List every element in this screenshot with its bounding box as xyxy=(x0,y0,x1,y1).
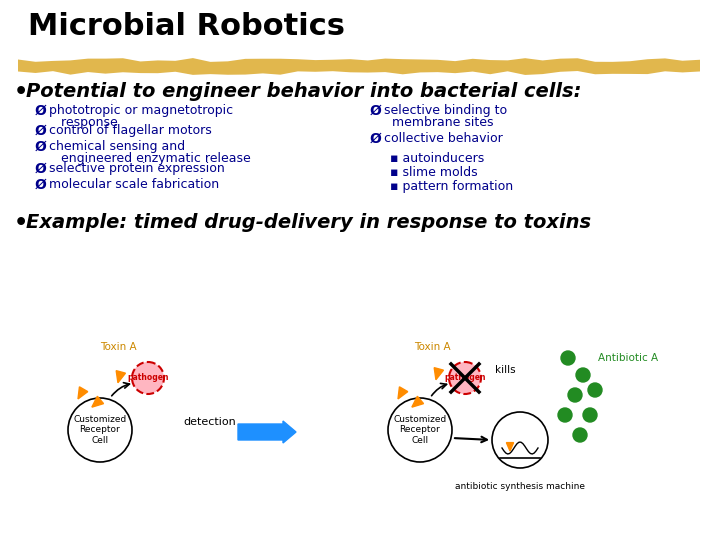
Polygon shape xyxy=(18,58,700,75)
Polygon shape xyxy=(398,387,408,399)
Text: Potential to engineer behavior into bacterial cells:: Potential to engineer behavior into bact… xyxy=(26,82,581,101)
Text: Ø: Ø xyxy=(35,104,47,118)
Text: Example: timed drug-delivery in response to toxins: Example: timed drug-delivery in response… xyxy=(26,213,591,232)
Circle shape xyxy=(588,383,602,397)
Text: ▪ autoinducers: ▪ autoinducers xyxy=(390,152,485,165)
Text: Ø: Ø xyxy=(35,162,47,176)
Circle shape xyxy=(573,428,587,442)
Circle shape xyxy=(492,412,548,468)
Text: detection: detection xyxy=(184,417,236,427)
Text: pathogen: pathogen xyxy=(444,374,486,382)
Text: collective behavior: collective behavior xyxy=(384,132,503,145)
Text: Ø: Ø xyxy=(35,140,47,154)
Text: selective binding to: selective binding to xyxy=(384,104,507,117)
Text: control of flagellar motors: control of flagellar motors xyxy=(49,124,212,137)
Text: Microbial Robotics: Microbial Robotics xyxy=(28,12,345,41)
Text: Antibiotic A: Antibiotic A xyxy=(598,353,658,363)
Text: kills: kills xyxy=(495,365,516,375)
Text: Customized
Receptor
Cell: Customized Receptor Cell xyxy=(393,415,446,445)
Circle shape xyxy=(561,351,575,365)
Text: response: response xyxy=(49,116,118,129)
Text: molecular scale fabrication: molecular scale fabrication xyxy=(49,178,219,191)
Circle shape xyxy=(558,408,572,422)
Text: pathogen: pathogen xyxy=(127,374,168,382)
Text: Ø: Ø xyxy=(370,132,382,146)
Circle shape xyxy=(583,408,597,422)
Circle shape xyxy=(132,362,164,394)
Circle shape xyxy=(576,368,590,382)
Text: antibiotic synthesis machine: antibiotic synthesis machine xyxy=(455,482,585,491)
Text: selective protein expression: selective protein expression xyxy=(49,162,225,175)
Polygon shape xyxy=(434,368,444,380)
Text: engineered enzymatic release: engineered enzymatic release xyxy=(49,152,251,165)
Text: Toxin A: Toxin A xyxy=(414,342,450,352)
Polygon shape xyxy=(92,396,104,407)
Text: •: • xyxy=(14,82,28,102)
Circle shape xyxy=(568,388,582,402)
Circle shape xyxy=(388,398,452,462)
Polygon shape xyxy=(78,387,88,399)
Text: ▪ slime molds: ▪ slime molds xyxy=(390,166,477,179)
Text: phototropic or magnetotropic: phototropic or magnetotropic xyxy=(49,104,233,117)
Text: membrane sites: membrane sites xyxy=(384,116,493,129)
Polygon shape xyxy=(506,443,513,451)
Text: •: • xyxy=(14,213,28,233)
Polygon shape xyxy=(412,396,423,407)
Circle shape xyxy=(68,398,132,462)
Text: Ø: Ø xyxy=(35,178,47,192)
Text: ▪ pattern formation: ▪ pattern formation xyxy=(390,180,513,193)
Text: Customized
Receptor
Cell: Customized Receptor Cell xyxy=(73,415,127,445)
Text: Toxin A: Toxin A xyxy=(99,342,136,352)
Polygon shape xyxy=(116,370,125,383)
Text: chemical sensing and: chemical sensing and xyxy=(49,140,185,153)
FancyArrow shape xyxy=(238,421,296,443)
Circle shape xyxy=(449,362,481,394)
Text: Ø: Ø xyxy=(35,124,47,138)
Text: Ø: Ø xyxy=(370,104,382,118)
